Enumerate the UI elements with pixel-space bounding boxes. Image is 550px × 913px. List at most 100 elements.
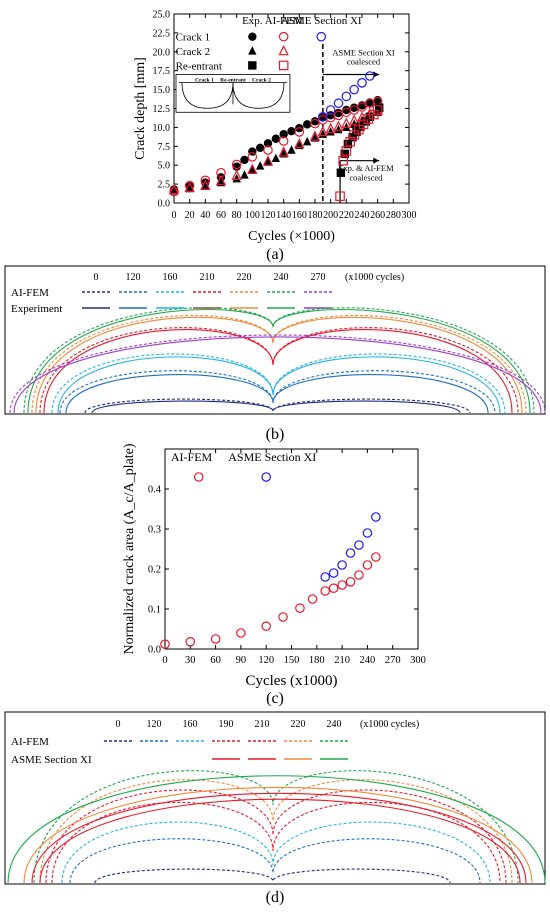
data-point [287, 126, 296, 136]
data-point [278, 146, 289, 157]
legend-marker [248, 46, 257, 55]
inset-label: Crack 1 [195, 77, 214, 83]
inset-label: Re-entrant [220, 77, 246, 83]
x-tick-label: 60 [216, 210, 226, 221]
x-tick-label: 0 [162, 655, 167, 666]
data-point [345, 548, 356, 558]
data-point [263, 157, 273, 166]
y-tick-label: 25.0 [153, 10, 171, 21]
crack-front [9, 334, 546, 414]
x-axis-label: Cycles (×1000) [248, 229, 335, 244]
data-point [326, 127, 335, 136]
crack-front [23, 786, 533, 884]
y-tick-label: 0.4 [148, 485, 162, 496]
legend-cycle-label: 240 [327, 719, 342, 730]
data-point [169, 186, 179, 195]
data-point [354, 570, 364, 580]
x-tick-label: 20 [185, 210, 195, 221]
x-tick-label: 200 [323, 210, 338, 221]
data-point [371, 512, 381, 522]
data-point [262, 155, 274, 166]
crack-front [59, 370, 496, 414]
data-point [295, 603, 305, 613]
y-tick-label: 20.0 [153, 47, 171, 58]
x-tick-label: 0 [172, 210, 177, 221]
x-tick-label: 150 [284, 655, 300, 666]
caption-c: (c) [266, 690, 284, 707]
data-point [184, 181, 195, 193]
legend-cycle-label: 210 [255, 719, 270, 730]
crack-shape-panel-b: AI-FEM Experiment 0 120 160 210 220 240 270 (x100… [4, 265, 546, 415]
data-point [200, 179, 211, 190]
legend-marker [278, 60, 289, 71]
legend-cycle-label: 220 [291, 719, 306, 730]
data-point [348, 114, 360, 125]
data-point [310, 117, 320, 126]
crack-front [84, 398, 471, 414]
crack-depth-chart: 0 20 40 60 80 100 120 140 160 180 200 220 240 260 280 3… [133, 10, 417, 245]
data-point [325, 105, 336, 115]
data-point [337, 580, 347, 590]
data-point [185, 637, 196, 647]
data-point [307, 594, 318, 604]
inset-crack-2 [232, 82, 285, 109]
data-point [236, 628, 246, 638]
data-point [185, 183, 194, 193]
data-point [342, 105, 351, 115]
y-axis-label: Normalized crack area (A_c/A_plate) [122, 443, 137, 654]
y-tick-label: 10.0 [153, 123, 171, 134]
data-point [328, 568, 339, 578]
data-point [309, 130, 321, 141]
x-tick-label: 120 [261, 210, 276, 221]
x-tick-label: 40 [200, 210, 210, 221]
legend-row-label: Re-entrant [176, 60, 222, 72]
y-tick-label: 5.0 [158, 161, 171, 172]
data-point [279, 149, 288, 158]
crack-front [65, 374, 489, 414]
data-point [365, 71, 375, 81]
legend-marker [316, 31, 327, 42]
crack-front [33, 770, 519, 884]
x-tick-label: 260 [370, 210, 385, 221]
legend-row-label: Crack 2 [176, 46, 211, 58]
data-point [337, 560, 347, 570]
x-tick-label: 280 [386, 210, 401, 221]
data-point [271, 134, 281, 143]
data-point [365, 98, 375, 107]
crack-front [23, 307, 535, 414]
x-tick-label: 90 [236, 655, 247, 666]
data-point [310, 118, 320, 129]
crack-front [57, 356, 501, 414]
data-point [320, 572, 331, 582]
legend-marker [278, 31, 289, 42]
y-axis-label: Crack depth [mm] [133, 57, 148, 160]
legend-unit-label: (x1000 cycles) [345, 272, 404, 283]
inset-label: Crack 2 [252, 77, 271, 83]
crack-front [43, 329, 513, 414]
crack-front [94, 868, 451, 884]
data-point [247, 152, 258, 162]
legend-cycle-label: 160 [163, 272, 178, 283]
data-point [372, 105, 383, 115]
legend-header: Exp. [242, 15, 263, 27]
legend-cycle-label: 0 [116, 719, 121, 730]
data-point [216, 177, 226, 187]
x-tick-label: 60 [210, 655, 221, 666]
legend-cycle-label: 220 [237, 272, 252, 283]
data-point [357, 77, 367, 88]
x-tick-label: 240 [355, 210, 370, 221]
data-point [335, 191, 345, 201]
data-point [215, 174, 227, 186]
crack-front [35, 316, 523, 414]
legend-row-label: AI-FEM [11, 287, 49, 299]
crack-front [31, 314, 527, 414]
x-tick-label: 30 [185, 655, 196, 666]
x-tick-label: 100 [245, 210, 260, 221]
data-point [248, 164, 257, 174]
y-tick-label: 0.0 [158, 199, 171, 210]
legend-marker [261, 472, 271, 482]
crack-front [39, 798, 521, 884]
data-point [343, 139, 353, 149]
data-point [336, 168, 346, 177]
data-point [240, 170, 249, 179]
